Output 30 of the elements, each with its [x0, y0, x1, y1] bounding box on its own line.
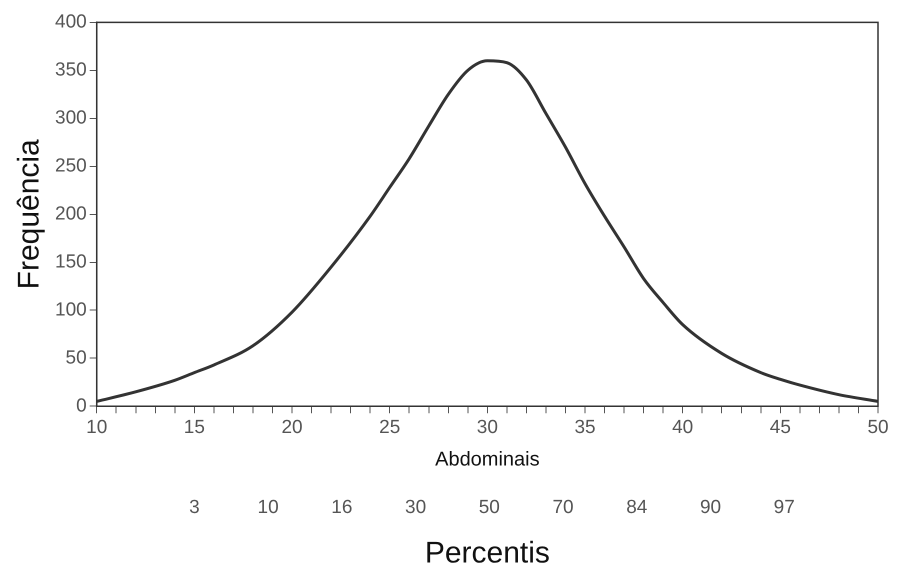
x-tick-label: 50	[867, 416, 889, 438]
x-tick-label: 35	[574, 416, 596, 438]
y-tick-label: 400	[55, 12, 87, 33]
x-tick-label: 10	[86, 416, 108, 438]
y-tick-label: 50	[66, 347, 87, 368]
y-axis-title: Frequência	[12, 138, 46, 290]
text: 3	[189, 497, 200, 518]
text: 30	[405, 497, 426, 518]
x-axis-title: Abdominais	[435, 448, 540, 471]
y-tick-label: 350	[55, 60, 87, 81]
y-tick-label: 0	[76, 395, 87, 416]
x-tick-label: 25	[379, 416, 400, 438]
y-tick-label: 250	[55, 156, 87, 177]
text: 97	[774, 497, 795, 518]
text: 16	[331, 497, 352, 518]
x-tick-label: 45	[770, 416, 791, 438]
x-tick-label: 20	[281, 416, 303, 438]
text: 70	[552, 497, 574, 518]
text: 90	[700, 497, 722, 518]
text: Percentis	[424, 536, 550, 570]
y-tick-label: 100	[55, 299, 87, 320]
text: 10	[258, 497, 279, 518]
y-tick-label: 150	[55, 252, 87, 273]
text: 50	[478, 497, 500, 518]
y-tick-label: 200	[55, 204, 87, 225]
x-tick-label: 15	[184, 416, 205, 438]
y-tick-label: 300	[55, 108, 87, 129]
text: 84	[626, 497, 648, 518]
x-tick-label: 40	[672, 416, 694, 438]
x-tick-label: 30	[476, 416, 498, 438]
